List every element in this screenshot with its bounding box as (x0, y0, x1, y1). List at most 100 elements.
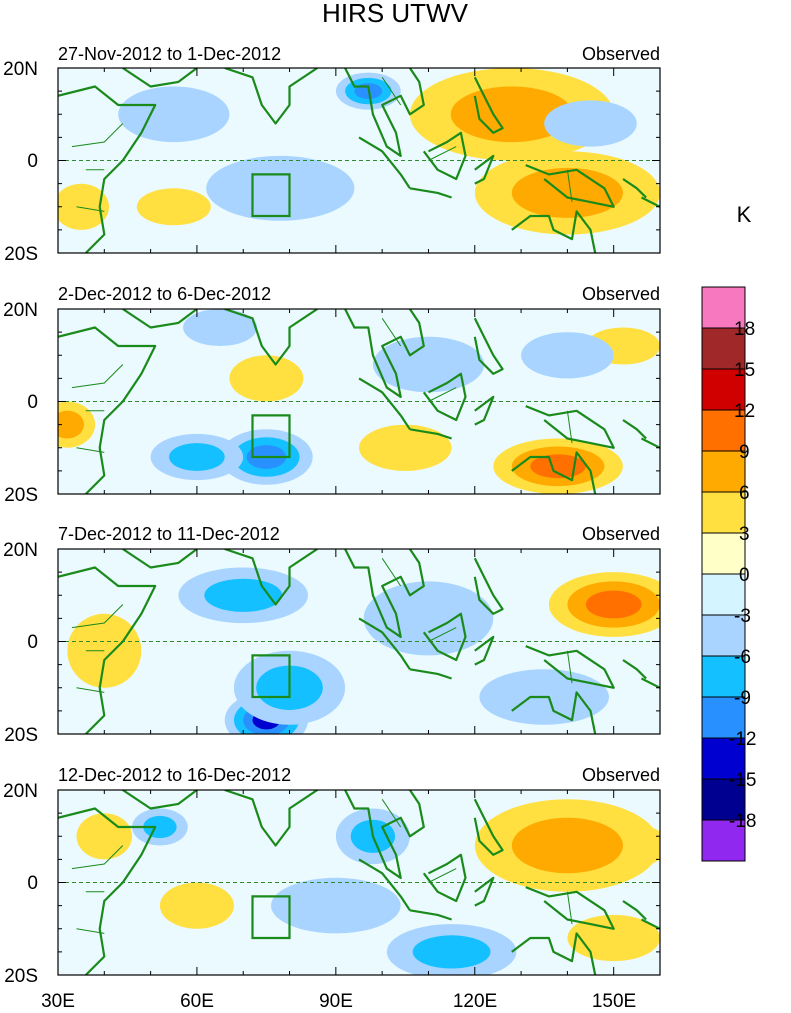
coastline (511, 451, 597, 494)
coastline (622, 419, 647, 440)
colorbar-label: -3 (734, 606, 751, 627)
colorbar-swatch (701, 696, 746, 739)
country-border (428, 868, 457, 883)
lon-tick-label: 60E (180, 991, 214, 1012)
coastline (511, 210, 597, 253)
coastline (474, 395, 495, 426)
colorbar-label: 12 (734, 401, 755, 422)
colorbar-label: 3 (739, 524, 750, 545)
map-panel (57, 67, 661, 254)
lat-tick-label: 20S (4, 485, 38, 506)
coastline (409, 668, 452, 680)
coastline (224, 549, 318, 606)
lat-tick-label: 0 (27, 151, 38, 172)
colorbar-swatch (701, 532, 746, 575)
coastline (122, 549, 198, 569)
lon-tick-label: 120E (453, 991, 497, 1012)
contour-fill (363, 581, 494, 656)
lat-tick-label: 20N (3, 300, 38, 321)
coastline (409, 187, 452, 199)
colorbar-swatch (701, 450, 746, 493)
lat-tick-label: 20S (4, 725, 38, 746)
country-border (566, 169, 573, 203)
country-border (566, 891, 573, 925)
contour-fill (206, 155, 355, 221)
coastline (58, 85, 157, 253)
coastline (641, 196, 660, 208)
lat-tick-label: 0 (27, 632, 38, 653)
colorbar-label: 0 (739, 565, 750, 586)
colorbar (701, 286, 746, 862)
lat-tick-label: 0 (27, 392, 38, 413)
country-border (566, 410, 573, 444)
contour-fill (159, 882, 234, 929)
unit-label: K (737, 202, 752, 227)
coastline (474, 876, 495, 907)
panel-observed-label: Observed (582, 44, 660, 64)
contour-fill (521, 332, 614, 379)
coastline (409, 909, 452, 921)
contour-fill (544, 100, 637, 147)
coastline (122, 790, 198, 810)
colorbar-swatch (701, 819, 746, 862)
contour-fill (76, 813, 133, 860)
lon-tick-label: 90E (319, 991, 353, 1012)
colorbar-labels: 18 15 12 9 6 3 0 -3 -6 -9 -12 -15 -18 (729, 319, 756, 832)
coastline (474, 635, 495, 666)
coastline (641, 918, 660, 930)
colorbar-label: -15 (729, 770, 756, 791)
country-border (71, 364, 124, 389)
coastline (422, 372, 467, 422)
coastline (358, 858, 411, 911)
lat-tick-label: 20S (4, 244, 38, 265)
country-border (76, 687, 105, 693)
coastline (473, 317, 504, 375)
colorbar-swatch (701, 614, 746, 657)
coastline (409, 428, 452, 440)
coastline (358, 377, 411, 430)
coastline (422, 853, 467, 903)
coastline (358, 136, 411, 189)
coastline (511, 932, 597, 975)
region-box (251, 173, 291, 218)
colorbar-label: -18 (729, 811, 756, 832)
country-border (566, 650, 573, 684)
colorbar-label: -6 (734, 647, 751, 668)
coastline (641, 437, 660, 449)
map-panel (57, 308, 661, 495)
country-border (76, 447, 105, 453)
lat-tick-label: 20N (3, 59, 38, 80)
contour-fill (511, 817, 623, 874)
contour-fill (511, 167, 623, 218)
colorbar-label: -9 (734, 688, 751, 709)
contour-fill (204, 578, 283, 612)
coastline (473, 798, 504, 856)
colorbar-label: -12 (729, 729, 756, 750)
country-border (76, 928, 105, 934)
map-panel (57, 548, 661, 735)
contour-fill (450, 86, 573, 143)
lat-tick-label: 20N (3, 540, 38, 561)
coastline (58, 326, 157, 494)
contour-fill (530, 454, 586, 479)
country-border (381, 799, 402, 828)
contour-fill (58, 410, 84, 439)
country-border (428, 387, 457, 402)
coastline (474, 154, 495, 185)
region-box (251, 414, 291, 459)
coastline (58, 566, 157, 734)
coastline (58, 807, 157, 975)
panel-observed-label: Observed (582, 765, 660, 785)
coastline (344, 549, 425, 638)
coastline (224, 790, 318, 847)
coastline (122, 309, 198, 329)
contour-fill (136, 188, 211, 226)
country-border (381, 318, 402, 347)
colorbar-swatch (701, 491, 746, 534)
coastline (641, 677, 660, 689)
lat-tick-label: 20N (3, 781, 38, 802)
lon-tick-label: 30E (41, 991, 75, 1012)
coastline (224, 309, 318, 366)
region-box (251, 895, 291, 940)
colorbar-swatch (701, 573, 746, 616)
